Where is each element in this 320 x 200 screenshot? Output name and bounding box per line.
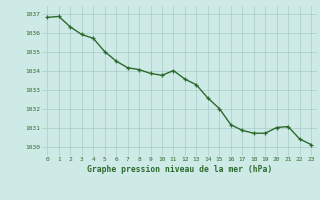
X-axis label: Graphe pression niveau de la mer (hPa): Graphe pression niveau de la mer (hPa) [87,165,272,174]
